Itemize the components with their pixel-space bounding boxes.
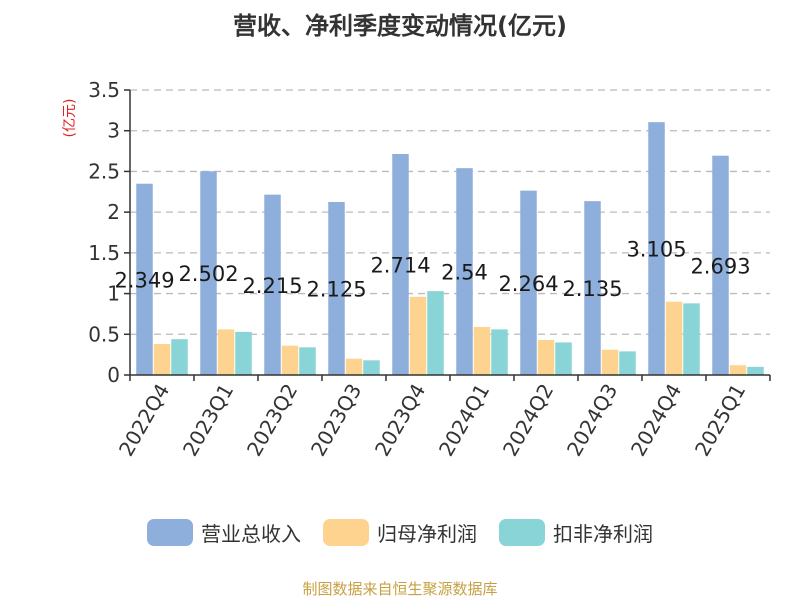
legend-label: 扣非净利润 (553, 522, 653, 546)
y-tick-label: 2.5 (88, 159, 120, 183)
x-tick-label: 2023Q4 (370, 380, 430, 461)
legend-swatch (499, 519, 545, 546)
bar-1-2023Q4 (409, 296, 427, 375)
bar-1-2024Q2 (537, 339, 555, 375)
x-tick-label: 2023Q3 (306, 380, 366, 461)
x-tick-label: 2024Q1 (434, 380, 494, 461)
bar-0-2023Q3 (328, 201, 345, 375)
bar-0-2023Q2 (264, 194, 281, 375)
bar-2-2023Q3 (363, 360, 380, 375)
y-axis-title: (亿元) (62, 99, 78, 138)
bar-1-2022Q4 (153, 344, 171, 375)
data-label: 2.349 (114, 268, 174, 292)
bar-2-2023Q2 (299, 347, 316, 375)
data-label: 2.693 (690, 254, 750, 278)
bars (136, 122, 764, 376)
legend-swatch (147, 519, 193, 546)
x-tick-label: 2025Q1 (690, 380, 750, 461)
legend-item[interactable]: 归母净利润 (323, 518, 477, 547)
x-tick-label: 2023Q2 (242, 380, 302, 461)
bar-2-2024Q1 (491, 329, 508, 375)
y-tick-label: 0.5 (88, 322, 120, 346)
x-tick-label: 2024Q2 (498, 380, 558, 461)
legend-item[interactable]: 扣非净利润 (499, 518, 653, 547)
bar-2-2024Q3 (619, 351, 636, 375)
x-tick-label: 2024Q3 (562, 380, 622, 461)
data-label: 2.502 (178, 262, 238, 286)
data-label: 2.135 (562, 277, 622, 301)
bar-1-2023Q2 (281, 345, 299, 375)
bar-0-2024Q3 (584, 201, 601, 375)
bar-1-2023Q1 (217, 329, 235, 375)
data-label: 2.54 (441, 261, 488, 285)
x-tick-label: 2024Q4 (626, 380, 686, 461)
x-tick-label: 2023Q1 (178, 380, 238, 461)
legend: 营业总收入 归母净利润 扣非净利润 (0, 518, 800, 547)
grid-lines (130, 89, 770, 335)
legend-swatch (323, 519, 369, 546)
data-label: 2.264 (498, 272, 558, 296)
bar-0-2023Q4 (392, 154, 409, 375)
y-tick-label: 1.5 (88, 241, 120, 265)
y-tick-label: 0 (107, 363, 120, 387)
y-tick-label: 1 (107, 282, 120, 306)
bar-1-2025Q1 (729, 365, 747, 375)
bar-1-2024Q1 (473, 326, 491, 375)
legend-label: 营业总收入 (201, 522, 301, 546)
data-label: 2.125 (306, 277, 366, 301)
bar-0-2025Q1 (712, 155, 729, 375)
bar-2-2023Q1 (235, 331, 252, 375)
y-tick-label: 2 (107, 200, 120, 224)
data-label: 3.105 (626, 238, 686, 262)
bar-2-2024Q4 (683, 303, 700, 375)
bar-2-2022Q4 (171, 339, 188, 375)
data-label: 2.714 (370, 254, 430, 278)
y-tick-label: 3 (107, 119, 120, 143)
bar-0-2024Q2 (520, 190, 537, 375)
x-tick-label: 2022Q4 (114, 380, 174, 461)
bar-0-2024Q4 (648, 122, 665, 376)
bar-1-2023Q3 (345, 358, 363, 375)
legend-label: 归母净利润 (377, 522, 477, 546)
source-note: 制图数据来自恒生聚源数据库 (302, 580, 498, 598)
bar-0-2024Q1 (456, 168, 473, 375)
bar-0-2023Q1 (200, 171, 217, 375)
bar-1-2024Q4 (665, 301, 683, 375)
bar-0-2022Q4 (136, 183, 153, 375)
bar-2-2023Q4 (427, 291, 444, 375)
bar-1-2024Q3 (601, 349, 619, 375)
bar-2-2024Q2 (555, 342, 572, 375)
bar-2-2025Q1 (747, 366, 764, 375)
data-label: 2.215 (242, 274, 302, 298)
legend-item[interactable]: 营业总收入 (147, 518, 301, 547)
chart-title: 营收、净利季度变动情况(亿元) (233, 12, 567, 40)
y-tick-label: 3.5 (88, 78, 120, 102)
